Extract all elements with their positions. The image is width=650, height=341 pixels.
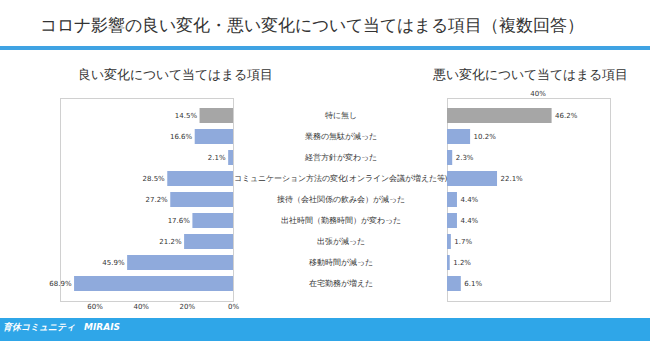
svg-text:1.7%: 1.7% [454, 238, 472, 246]
svg-text:0%: 0% [228, 303, 239, 311]
svg-text:68.9%: 68.9% [49, 280, 72, 288]
svg-text:10.2%: 10.2% [474, 133, 497, 141]
svg-text:46.2%: 46.2% [555, 112, 578, 120]
svg-text:45.9%: 45.9% [102, 259, 125, 267]
svg-text:出張が減った: 出張が減った [317, 237, 365, 246]
svg-text:4.4%: 4.4% [460, 217, 478, 225]
svg-text:60%: 60% [87, 303, 103, 311]
svg-text:16.6%: 16.6% [170, 133, 193, 141]
svg-text:業務の無駄が減った: 業務の無駄が減った [305, 132, 377, 141]
svg-text:在宅勤務が増えた: 在宅勤務が増えた [309, 279, 373, 288]
html-text:悪い変化について当てはまる項目: 悪い変化について当てはまる項目 [432, 67, 628, 82]
svg-text:2.3%: 2.3% [456, 154, 474, 162]
svg-text:14.5%: 14.5% [175, 112, 198, 120]
html-text:コロナ影響の良い変化・悪い変化について当てはまる項目（複数回: コロナ影響の良い変化・悪い変化について当てはまる項目（複数回答） [40, 15, 584, 35]
svg-text:27.2%: 27.2% [146, 196, 169, 204]
svg-text:移動時間が減った: 移動時間が減った [309, 258, 373, 267]
svg-text:6.1%: 6.1% [464, 280, 482, 288]
svg-text:40%: 40% [530, 90, 546, 98]
svg-text:40%: 40% [133, 303, 149, 311]
svg-text:出社時間（勤務時間）が変わった: 出社時間（勤務時間）が変わった [281, 216, 401, 225]
svg-text:接待（会社関係の飲み会）が減った: 接待（会社関係の飲み会）が減った [277, 195, 405, 204]
html-text:育休コミュニティ MIRAIS: 育休コミュニティ MIRAIS [3, 322, 120, 332]
svg-text:21.2%: 21.2% [159, 238, 182, 246]
html-text:良い変化について当てはまる項目: 良い変化について当てはまる項目 [77, 67, 273, 82]
svg-text:28.5%: 28.5% [143, 175, 166, 183]
svg-text:2.1%: 2.1% [208, 154, 226, 162]
svg-text:22.1%: 22.1% [501, 175, 524, 183]
svg-text:4.4%: 4.4% [460, 196, 478, 204]
svg-text:経営方針が変わった: 経営方針が変わった [304, 153, 377, 162]
svg-text:1.2%: 1.2% [453, 259, 471, 267]
svg-text:特に無し: 特に無し [325, 111, 357, 120]
svg-text:20%: 20% [180, 303, 196, 311]
svg-text:17.6%: 17.6% [168, 217, 191, 225]
svg-text:コミュニケーション方法の変化(オンライン会議が増えた等): コミュニケーション方法の変化(オンライン会議が増えた等) [234, 174, 448, 183]
